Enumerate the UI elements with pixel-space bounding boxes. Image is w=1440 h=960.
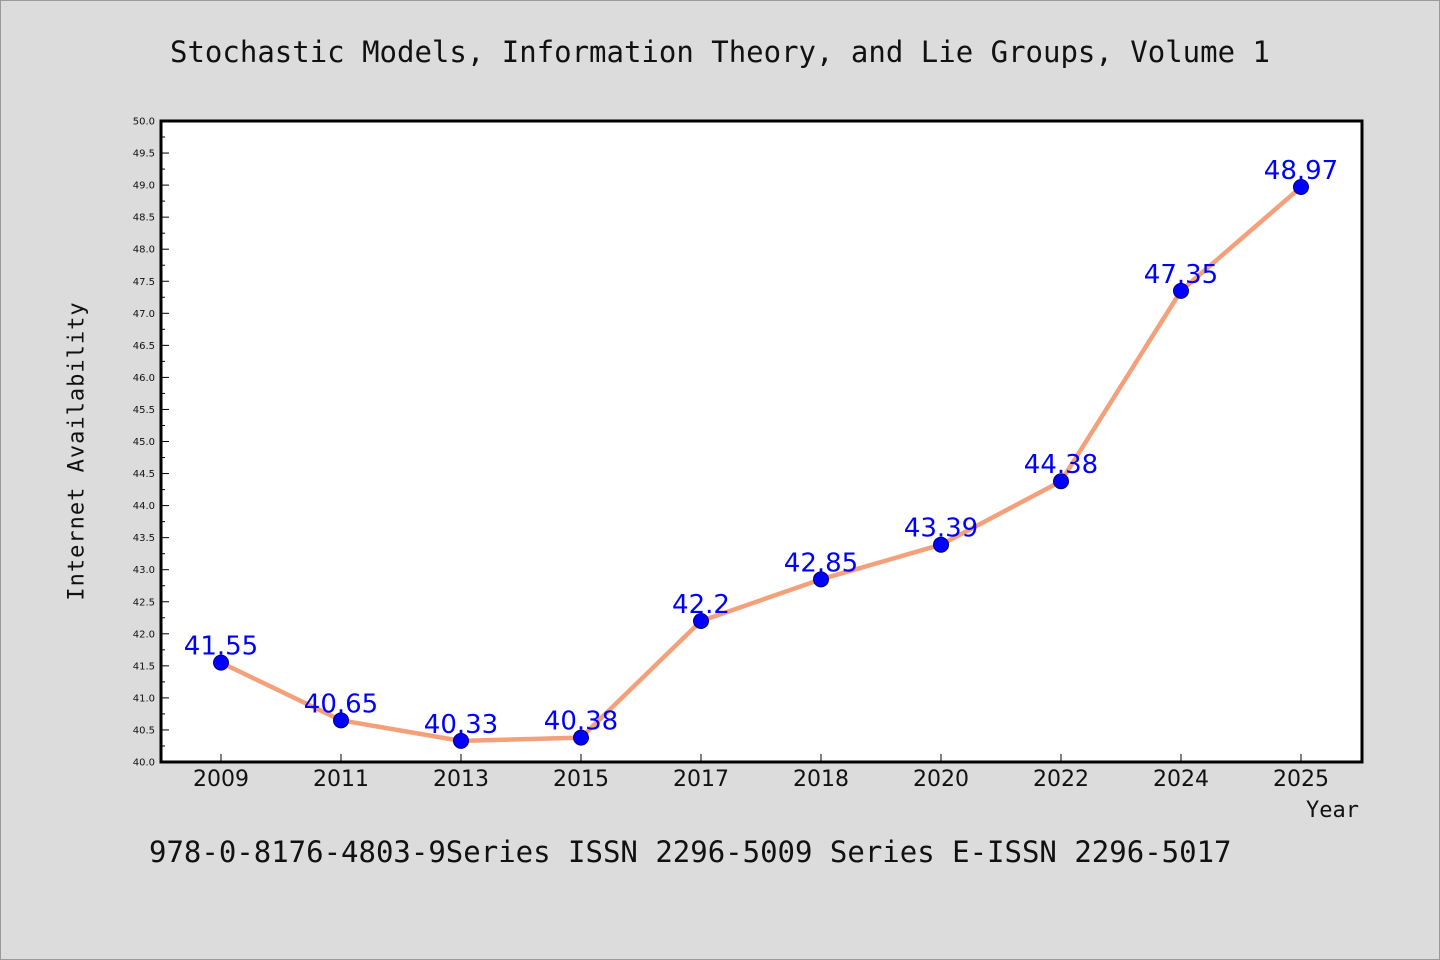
y-tick-label: 40.5 (133, 725, 155, 736)
series-line (218, 184, 1304, 744)
x-tick-label: 2022 (1033, 767, 1089, 792)
data-label: 43.39 (904, 514, 978, 544)
y-tick-label: 40.0 (133, 758, 155, 769)
y-tick-label: 45.0 (133, 437, 155, 448)
y-tick-label: 46.5 (133, 341, 155, 352)
y-tick-label: 42.0 (133, 629, 155, 640)
x-tick-label: 2009 (193, 767, 249, 792)
data-label: 40.65 (304, 689, 378, 719)
data-point (453, 732, 469, 749)
data-label: 41.55 (184, 632, 258, 662)
y-tick-label: 44.5 (133, 469, 155, 480)
y-tick-label: 45.5 (133, 405, 155, 416)
data-label: 48.97 (1264, 156, 1338, 186)
chart-title: Stochastic Models, Information Theory, a… (170, 35, 1270, 69)
x-tick-label: 2018 (793, 767, 849, 792)
x-tick-label: 2015 (553, 767, 609, 792)
data-label: 42.2 (672, 590, 730, 620)
data-point (1173, 282, 1189, 299)
y-tick-label: 49.5 (133, 149, 155, 160)
data-point (333, 712, 349, 729)
x-tick-label: 2024 (1153, 767, 1209, 792)
x-tick-label: 2013 (433, 767, 489, 792)
data-label: 47.35 (1144, 260, 1218, 290)
data-point (693, 612, 709, 629)
y-tick-label: 46.0 (133, 373, 155, 384)
footer-isbn-issn: 978-0-8176-4803-9Series ISSN 2296-5009 S… (149, 835, 1232, 869)
y-tick-label: 43.0 (133, 565, 155, 576)
data-label: 44.38 (1024, 450, 1098, 480)
y-tick-label: 48.0 (133, 245, 155, 256)
y-tick-label: 49.0 (133, 181, 155, 192)
data-point (213, 654, 229, 671)
data-point (573, 729, 589, 746)
plot-area (161, 121, 1362, 762)
data-label: 40.33 (424, 710, 498, 740)
x-tick-label: 2020 (913, 767, 969, 792)
y-tick-label: 48.5 (133, 213, 155, 224)
data-point (1293, 179, 1309, 196)
x-tick-label: 2011 (313, 767, 369, 792)
data-point (813, 571, 829, 588)
x-tick-label: 2025 (1273, 767, 1329, 792)
data-point (1053, 473, 1069, 490)
y-tick-label: 47.0 (133, 309, 155, 320)
x-tick-label: 2017 (673, 767, 729, 792)
data-label: 42.85 (784, 548, 858, 578)
plot-frame (159, 119, 1364, 764)
y-tick-label: 42.5 (133, 597, 155, 608)
x-axis-label: Year (1306, 798, 1359, 823)
y-tick-label: 43.5 (133, 533, 155, 544)
data-point (933, 536, 949, 553)
y-tick-label: 44.0 (133, 501, 155, 512)
y-tick-label: 50.0 (133, 117, 155, 128)
y-tick-label: 41.0 (133, 693, 155, 704)
y-tick-label: 41.5 (133, 661, 155, 672)
data-label: 40.38 (544, 707, 618, 737)
y-tick-label: 47.5 (133, 277, 155, 288)
